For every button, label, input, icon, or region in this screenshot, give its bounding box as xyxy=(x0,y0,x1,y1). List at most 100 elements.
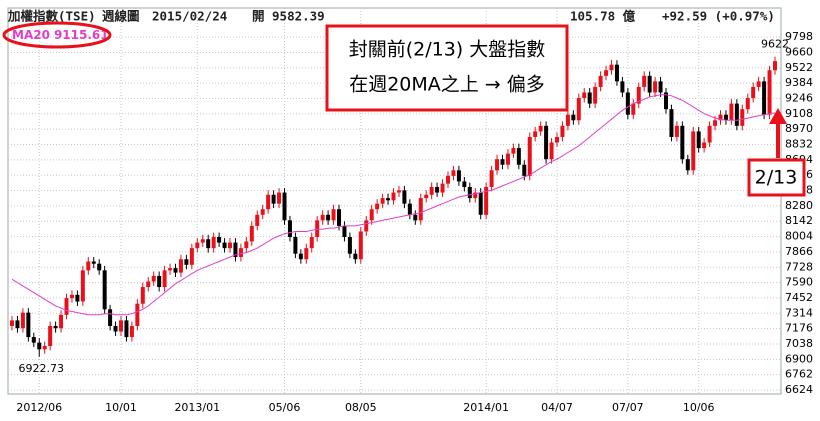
candle-body xyxy=(696,131,701,149)
candle-body xyxy=(614,64,619,82)
candle-body xyxy=(206,239,211,249)
candle-body xyxy=(478,192,483,215)
candle-body xyxy=(320,214,325,221)
candle-body xyxy=(298,253,303,260)
candle-body xyxy=(380,198,385,204)
candle-body xyxy=(238,248,243,258)
candle-body xyxy=(195,242,200,249)
candle-body xyxy=(124,320,129,338)
candle-body xyxy=(773,61,777,71)
candle-body xyxy=(734,103,739,126)
candle-body xyxy=(113,325,118,332)
candle-body xyxy=(135,303,140,326)
legend-name: MA20 xyxy=(12,28,50,42)
candle-body xyxy=(549,142,554,160)
candle-body xyxy=(326,214,331,221)
y-tick-label: 7314 xyxy=(785,306,813,319)
high-label: 9622 xyxy=(761,38,789,51)
candle-body xyxy=(484,186,489,215)
candle-body xyxy=(217,237,222,243)
x-tick-label: 05/06 xyxy=(269,401,301,414)
candle-body xyxy=(495,159,500,171)
candle-body xyxy=(467,186,472,199)
y-tick-label: 9384 xyxy=(785,76,813,89)
header-open: 開 9582.39 xyxy=(252,9,325,24)
candle-body xyxy=(233,242,238,258)
candle-body xyxy=(53,325,58,329)
candle-body xyxy=(527,136,532,176)
candle-body xyxy=(358,231,363,260)
candle-body xyxy=(277,192,282,204)
candle-body xyxy=(151,275,156,282)
plot-area: 6624 6762 6900 7038 7176 7314 7452 7590 7728 7866… xyxy=(8,8,813,414)
candle-body xyxy=(604,70,609,76)
candle-body xyxy=(429,186,434,195)
candle-body xyxy=(287,220,292,238)
candle-body xyxy=(271,194,276,204)
candle-body xyxy=(386,198,391,201)
candle-body xyxy=(26,312,31,338)
candle-body xyxy=(718,114,723,121)
candle-body xyxy=(500,159,505,165)
candle-body xyxy=(59,314,64,329)
annotation-arrowhead xyxy=(769,108,787,124)
candle-body xyxy=(293,237,298,254)
annotation-line: 在週20MA之上 → 偏多 xyxy=(349,74,545,96)
candle-body xyxy=(593,86,598,104)
candle-body xyxy=(102,270,107,310)
candle-body xyxy=(347,237,352,254)
y-tick-label: 7728 xyxy=(785,260,813,273)
candle-body xyxy=(587,92,592,104)
plot-frame xyxy=(7,7,782,395)
candle-body xyxy=(685,159,690,171)
candle-body xyxy=(418,198,423,221)
y-tick-label: 8142 xyxy=(785,214,813,227)
y-tick-label: 8832 xyxy=(785,138,813,151)
low-label: 6922.73 xyxy=(19,362,65,375)
candle-body xyxy=(723,114,728,121)
candle-body xyxy=(304,248,309,260)
y-tick-label: 7590 xyxy=(785,276,813,289)
candle-body xyxy=(315,220,320,238)
x-tick-label: 2013/01 xyxy=(174,401,220,414)
candle-body xyxy=(162,270,167,288)
candle-body xyxy=(168,268,173,271)
y-tick-label: 7038 xyxy=(785,337,813,350)
annotation-box xyxy=(325,24,569,112)
legend-highlight xyxy=(2,21,112,49)
candle-body xyxy=(282,192,287,221)
candle-body xyxy=(571,114,576,121)
candle-body xyxy=(407,203,412,215)
candle-body xyxy=(664,92,668,110)
candle-body xyxy=(473,192,478,199)
candle-body xyxy=(674,125,679,137)
header-title: 加權指數(TSE) xyxy=(7,9,96,24)
candle-body xyxy=(10,320,14,326)
candle-body xyxy=(555,136,559,143)
candle-body xyxy=(456,170,461,182)
candle-body xyxy=(80,270,85,302)
candle-body xyxy=(669,109,674,137)
candle-body xyxy=(609,64,614,71)
candle-body xyxy=(620,81,625,93)
candle-body xyxy=(260,209,265,215)
candle-body xyxy=(20,312,25,329)
candle-body xyxy=(516,148,521,165)
candle-body xyxy=(680,125,685,160)
candle-body xyxy=(15,320,20,329)
y-tick-label: 7176 xyxy=(785,322,813,335)
y-tick-label: 9522 xyxy=(785,61,813,74)
candle-body xyxy=(48,325,53,346)
candle-body xyxy=(658,81,663,93)
candle-body xyxy=(511,148,516,154)
header-date: 2015/02/24 xyxy=(152,9,227,24)
y-tick-label: 9798 xyxy=(785,30,813,43)
candle-body xyxy=(702,142,707,149)
candle-body xyxy=(533,131,538,137)
header-period: 週線圖 xyxy=(102,9,140,24)
candle-body xyxy=(119,320,123,332)
candle-body xyxy=(211,237,216,249)
candle-body xyxy=(91,261,96,264)
candle-body xyxy=(745,98,750,110)
candle-body xyxy=(691,131,696,171)
